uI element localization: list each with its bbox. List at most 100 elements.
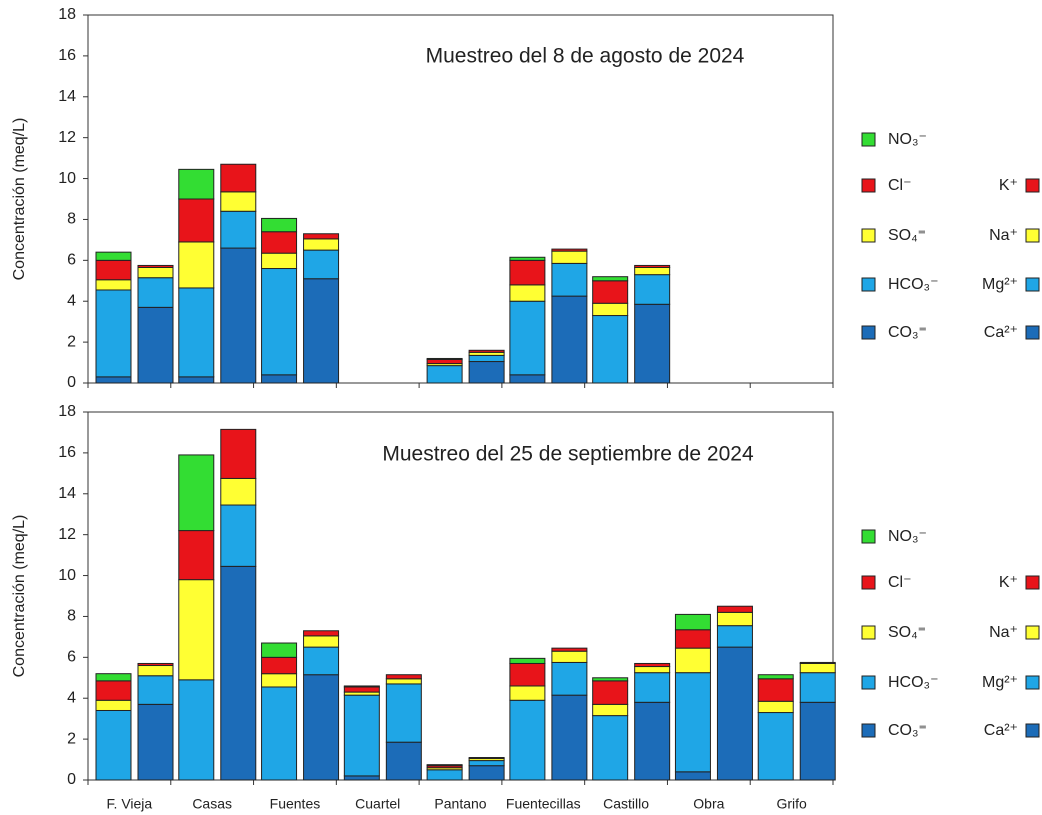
bar — [551, 650, 588, 663]
bar — [551, 262, 588, 297]
legend-swatch — [1025, 675, 1040, 690]
bar — [757, 712, 794, 781]
bar — [137, 675, 174, 705]
y-tick-label: 10 — [58, 170, 76, 187]
legend-swatch — [861, 625, 876, 640]
legend-label: SO₄⁼ — [888, 624, 926, 641]
bar — [634, 672, 671, 703]
legend-label: K⁺ — [999, 177, 1018, 194]
bar — [674, 672, 711, 773]
bar — [509, 685, 546, 701]
y-tick-label: 2 — [67, 333, 76, 350]
bar — [303, 646, 340, 676]
bar — [634, 666, 671, 674]
bar — [95, 289, 132, 378]
legend-label: CO₃⁼ — [888, 722, 927, 739]
bar — [592, 715, 629, 781]
bar — [303, 630, 340, 637]
x-tick-label: Pantano — [434, 796, 486, 812]
legend-swatch — [1025, 625, 1040, 640]
bar — [592, 276, 629, 282]
bar — [426, 365, 463, 384]
bar — [178, 454, 215, 532]
bar — [385, 678, 422, 685]
bar — [468, 757, 505, 760]
legend-swatch — [861, 723, 876, 738]
bar — [95, 699, 132, 711]
y-tick-label: 8 — [67, 608, 76, 625]
bar — [95, 251, 132, 261]
bar — [220, 428, 257, 479]
legend-label: Cl⁻ — [888, 177, 912, 194]
y-tick-label: 12 — [58, 129, 76, 146]
legend-label: Ca²⁺ — [984, 722, 1018, 739]
x-tick-label: Cuartel — [355, 796, 400, 812]
bar — [178, 530, 215, 581]
bar — [178, 579, 215, 681]
bar — [426, 358, 463, 365]
x-tick-label: Casas — [192, 796, 232, 812]
legend-label: SO₄⁼ — [888, 227, 926, 244]
bar — [592, 280, 629, 304]
y-tick-label: 6 — [67, 649, 76, 666]
legend-label: CO₃⁼ — [888, 324, 927, 341]
bar — [137, 266, 174, 279]
bar — [95, 279, 132, 291]
chart-title: Muestreo del 8 de agosto de 2024 — [426, 45, 745, 68]
y-tick-label: 14 — [58, 485, 76, 502]
bar — [137, 306, 174, 384]
bar — [468, 361, 505, 384]
bar — [592, 703, 629, 717]
y-tick-label: 16 — [58, 444, 76, 461]
bar — [343, 685, 380, 688]
bar — [757, 674, 794, 680]
y-tick-label: 10 — [58, 567, 76, 584]
bar — [220, 565, 257, 781]
bar — [220, 504, 257, 567]
bar — [426, 357, 463, 360]
legend-swatch — [861, 228, 876, 243]
x-tick-label: Obra — [693, 796, 724, 812]
bar — [261, 656, 298, 675]
bar — [220, 191, 257, 212]
bar — [261, 642, 298, 658]
bar — [551, 694, 588, 781]
bar — [799, 662, 836, 674]
bar — [385, 683, 422, 743]
bar — [716, 605, 753, 613]
legend-swatch — [861, 132, 876, 147]
bar — [178, 241, 215, 289]
bar — [509, 657, 546, 664]
legend-swatch — [861, 325, 876, 340]
bar — [303, 249, 340, 280]
bar — [716, 611, 753, 627]
bar — [137, 665, 174, 677]
x-tick-label: Fuentes — [270, 796, 321, 812]
bar — [509, 259, 546, 286]
bar — [468, 349, 505, 353]
y-tick-label: 8 — [67, 211, 76, 228]
bar — [220, 163, 257, 193]
bar — [261, 673, 298, 688]
bar — [261, 374, 298, 384]
legend-swatch — [861, 529, 876, 544]
bar — [426, 769, 463, 781]
bar — [509, 256, 546, 261]
x-tick-label: F. Vieja — [107, 796, 153, 812]
legend-swatch — [1025, 575, 1040, 590]
bar — [261, 231, 298, 254]
bar — [178, 198, 215, 243]
bar — [385, 674, 422, 680]
bar — [634, 303, 671, 384]
bar — [757, 700, 794, 714]
bar — [178, 376, 215, 384]
legend-label: Cl⁻ — [888, 574, 912, 591]
legend-swatch — [861, 178, 876, 193]
bar — [95, 376, 132, 384]
bar — [674, 771, 711, 781]
bar — [220, 477, 257, 506]
legend-swatch — [1025, 178, 1040, 193]
bar — [799, 672, 836, 703]
bar — [757, 678, 794, 702]
legend-label: NO₃⁻ — [888, 131, 927, 148]
